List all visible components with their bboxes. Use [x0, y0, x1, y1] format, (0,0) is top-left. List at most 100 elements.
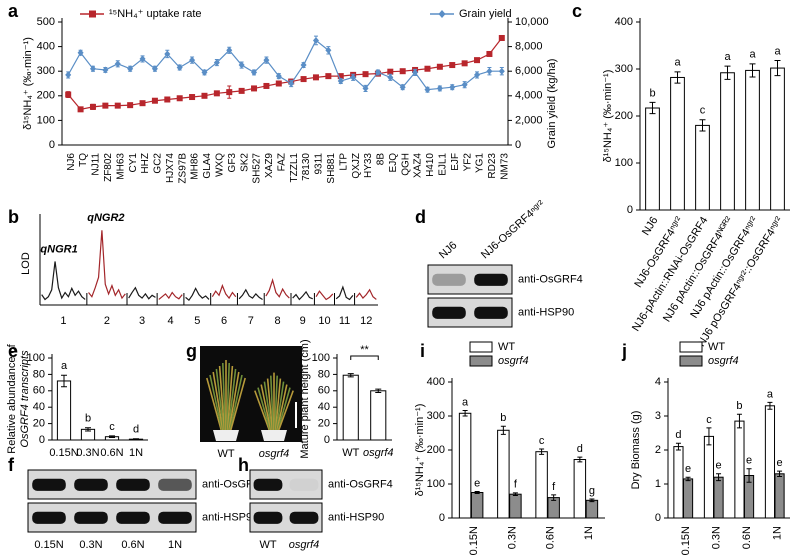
x-tick-label: TZZL1	[289, 153, 300, 183]
marker	[498, 34, 505, 41]
y-tick-label: 300	[615, 63, 633, 75]
x-tick-label: ZS97B	[177, 153, 188, 184]
y-tick-label: 100	[312, 352, 330, 364]
marker	[263, 82, 270, 89]
blot-band	[32, 511, 66, 524]
error-bar	[500, 425, 506, 435]
chromosome-label: 3	[139, 315, 145, 327]
marker	[424, 65, 431, 72]
x-tick-label: 0.15N	[680, 526, 692, 555]
significance-letter: c	[706, 414, 712, 426]
lod-curve	[41, 261, 86, 301]
chromosome-label: 12	[360, 315, 372, 327]
antibody-label: anti-HSP90	[518, 306, 574, 318]
significance-letter: e	[685, 463, 691, 475]
marker	[399, 68, 406, 75]
error-bar	[474, 490, 480, 495]
y-tick-label: 2,000	[515, 114, 543, 126]
plant-leaf	[215, 368, 225, 431]
x-tick-label: HJX74	[165, 153, 176, 183]
x-tick-label: HHZ	[140, 153, 151, 174]
blot-band	[74, 511, 108, 524]
plant-leaf	[230, 377, 246, 431]
error-bar	[746, 468, 752, 483]
marker	[139, 100, 146, 107]
significance-letter: e	[776, 457, 782, 469]
lane-label: WT	[259, 539, 276, 551]
panel-label: c	[572, 1, 582, 21]
marker	[387, 73, 394, 81]
significance-letter: d	[675, 429, 681, 441]
marker	[300, 61, 307, 69]
marker	[89, 65, 96, 73]
x-tick-label: SH527	[252, 153, 263, 184]
chromosome-label: 6	[221, 315, 227, 327]
marker	[201, 68, 208, 76]
plant-leaf	[277, 387, 291, 431]
error-bar	[724, 65, 731, 80]
lod-curve	[211, 283, 237, 300]
error-bar	[577, 456, 583, 463]
significance-letter: a	[749, 49, 756, 61]
marker	[127, 102, 134, 109]
plant-leaf	[270, 375, 274, 431]
plant-leaf	[260, 384, 272, 431]
marker	[362, 71, 369, 78]
chromosome-label: 4	[167, 315, 173, 327]
bar	[770, 67, 785, 211]
marker	[89, 103, 96, 110]
y-tick-label: 200	[37, 90, 55, 102]
x-tick-label: 0.15N	[468, 526, 480, 555]
legend-swatch	[679, 355, 703, 367]
plant-leaf	[229, 374, 243, 431]
marker	[127, 65, 134, 73]
marker	[350, 73, 357, 81]
significance-letter: d	[133, 424, 139, 436]
significance-letter: f	[514, 479, 518, 491]
y-tick-label: 40	[318, 401, 330, 413]
plant-leaf	[206, 377, 222, 431]
bar	[720, 72, 735, 211]
chromosome-label: 10	[318, 315, 330, 327]
marker	[201, 92, 208, 99]
lane-label: NJ6-OsGRF4ⁿᵍʳ²	[479, 198, 548, 261]
blot-band	[432, 306, 466, 319]
lane-label: 0.15N	[34, 539, 63, 551]
lod-curve	[238, 288, 263, 300]
marker	[251, 68, 258, 76]
marker	[213, 59, 220, 67]
marker	[151, 97, 158, 104]
bar	[509, 493, 522, 519]
marker	[374, 68, 381, 76]
chromosome-label: 1	[60, 315, 66, 327]
bar	[673, 446, 684, 519]
marker	[189, 56, 196, 64]
plant-leaf	[278, 390, 294, 431]
legend-marker	[438, 10, 446, 18]
error-bar	[539, 448, 545, 455]
chromosome-label: 8	[275, 315, 281, 327]
plant-leaf	[228, 371, 240, 431]
marker	[77, 49, 84, 57]
x-tick-label: NJ6	[66, 153, 77, 171]
error-bar	[589, 498, 595, 503]
y-tick-label: 400	[37, 41, 55, 53]
y-tick-label: 6,000	[515, 65, 543, 77]
plant-leaf	[263, 381, 273, 431]
marker	[275, 80, 282, 87]
peak-label: qNGR2	[87, 212, 124, 224]
y-tick-label: 2	[655, 444, 661, 456]
significance-letter: a	[774, 45, 781, 57]
y-tick-label: 40	[33, 401, 45, 413]
error-bar	[551, 494, 557, 501]
x-tick-label: 0.3N	[76, 447, 99, 459]
bar	[535, 451, 548, 519]
blot-band	[253, 511, 283, 524]
lod-curve	[158, 291, 183, 300]
x-tick-label: QGH	[400, 153, 411, 176]
x-tick-label: 0.6N	[741, 526, 753, 549]
marker	[424, 86, 431, 94]
x-tick-label: 0.6N	[545, 526, 557, 549]
blot-band	[116, 511, 150, 524]
x-tick-label: YG1	[475, 153, 486, 173]
